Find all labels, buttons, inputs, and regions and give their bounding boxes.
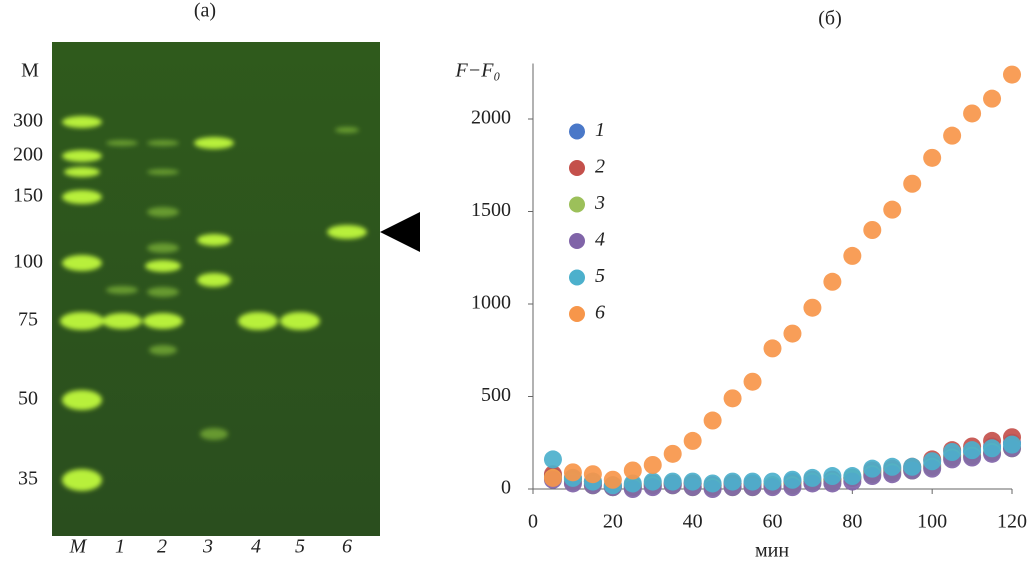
point	[724, 473, 742, 491]
lane-label: 1	[115, 536, 125, 558]
point	[604, 471, 622, 489]
x-axis-label: мин	[755, 540, 789, 562]
point	[744, 473, 762, 491]
x-tick-label: 120	[997, 511, 1027, 533]
x-tick-label: 60	[763, 511, 783, 533]
point	[823, 273, 841, 291]
legend-label: 5	[595, 265, 605, 287]
y-tick-label: 2000	[471, 107, 511, 129]
point	[903, 175, 921, 193]
point	[644, 456, 662, 474]
point	[1003, 66, 1021, 84]
chart-panel: (б) F−F₀ мин 0 500 1000 1500 2000 0 20 40 60 80 10…	[455, 8, 1027, 562]
plot: 0 500 1000 1500 2000 0 20 40 60 80 100 120 1 2 3 4 5 6	[471, 64, 1027, 533]
point	[544, 469, 562, 487]
point	[664, 473, 682, 491]
legend-marker	[569, 233, 585, 249]
point	[684, 432, 702, 450]
gel-title: (а)	[194, 0, 216, 22]
point	[783, 325, 801, 343]
legend-marker	[569, 160, 585, 176]
legend-label: 2	[595, 156, 605, 178]
gel-panel: (а)	[13, 0, 420, 558]
legend-label: 1	[595, 119, 605, 141]
y-tick-label: 1000	[471, 292, 511, 314]
marker-label: M	[21, 60, 39, 82]
y-tick-label: 1500	[471, 199, 511, 221]
legend-marker	[569, 270, 585, 286]
lane-label: 3	[202, 536, 213, 558]
point	[544, 450, 562, 468]
point	[983, 439, 1001, 457]
legend-label: 3	[594, 192, 605, 214]
point	[803, 299, 821, 317]
legend-marker	[569, 124, 585, 140]
point	[704, 412, 722, 430]
arrow	[380, 212, 420, 252]
lane-label: 2	[157, 536, 167, 558]
point	[863, 221, 881, 239]
figure: (а)	[0, 0, 1031, 562]
point	[664, 445, 682, 463]
point	[764, 473, 782, 491]
y-axis-label: F−F₀	[455, 60, 501, 82]
point	[943, 443, 961, 461]
point	[704, 474, 722, 492]
point	[883, 458, 901, 476]
x-tick-label: 0	[528, 511, 538, 533]
x-tick-label: 40	[683, 511, 703, 533]
legend-marker	[569, 306, 585, 322]
point	[803, 469, 821, 487]
ladder-label: 300	[13, 110, 43, 132]
point	[564, 463, 582, 481]
ladder-label: 200	[13, 144, 43, 166]
point	[1003, 436, 1021, 454]
lane-label: 6	[342, 536, 352, 558]
ladder-label: 35	[18, 468, 38, 490]
lane-label: 4	[251, 536, 261, 558]
y-tick-label: 0	[501, 477, 511, 499]
point	[863, 460, 881, 478]
point	[843, 247, 861, 265]
point	[983, 90, 1001, 108]
point	[744, 373, 762, 391]
x-tick-label: 80	[842, 511, 862, 533]
ladder-label: 150	[13, 185, 43, 207]
point	[783, 471, 801, 489]
point	[644, 473, 662, 491]
y-tick-label: 500	[481, 384, 511, 406]
ladder-labels: 300 200 150 100 75 50 35	[13, 110, 43, 490]
point	[764, 339, 782, 357]
point	[963, 104, 981, 122]
point	[883, 201, 901, 219]
point	[963, 441, 981, 459]
ladder-label: 75	[18, 309, 38, 331]
point	[903, 458, 921, 476]
x-tick-label: 100	[917, 511, 947, 533]
point	[584, 465, 602, 483]
point	[923, 149, 941, 167]
point	[724, 389, 742, 407]
gel-image	[52, 42, 380, 536]
point	[843, 467, 861, 485]
point	[823, 467, 841, 485]
chart-title: (б)	[818, 8, 842, 30]
ladder-label: 50	[18, 388, 38, 410]
x-tick-label: 20	[603, 511, 623, 533]
legend-marker	[569, 197, 585, 213]
lane-label: 5	[295, 536, 305, 558]
point	[943, 127, 961, 145]
legend-label: 6	[595, 302, 605, 324]
point	[624, 462, 642, 480]
lane-labels: M 1 2 3 4 5 6	[69, 536, 352, 558]
lane-label: M	[69, 536, 88, 558]
ladder-label: 100	[13, 251, 43, 273]
legend-label: 4	[595, 229, 605, 251]
point	[684, 473, 702, 491]
point	[923, 452, 941, 470]
